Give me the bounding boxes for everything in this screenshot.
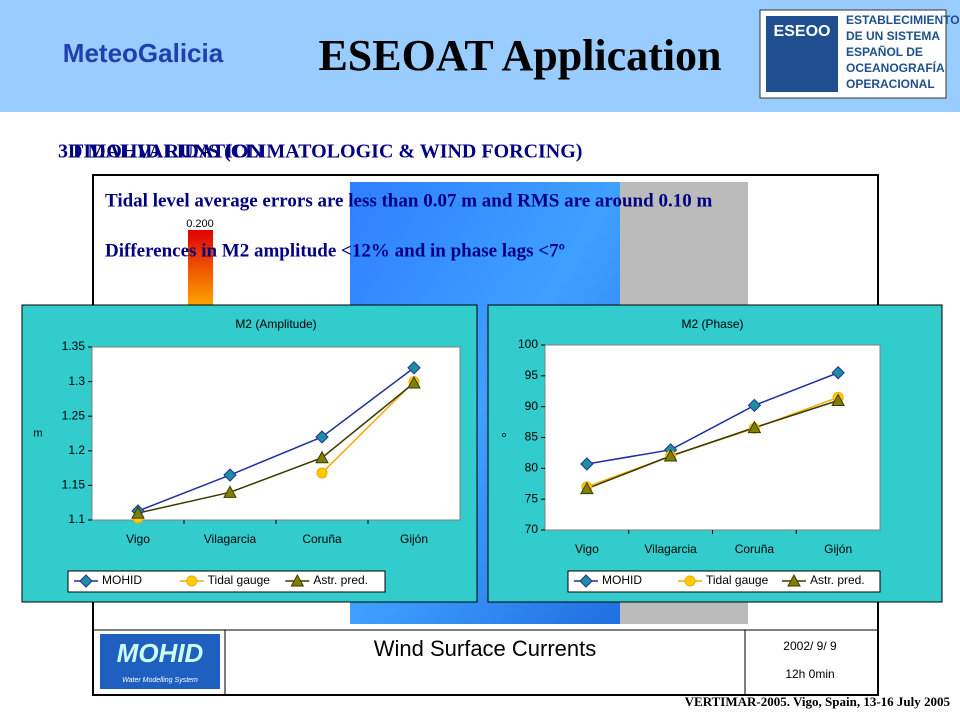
legend-label: Astr. pred.: [313, 573, 368, 587]
x-tick-label: Gijón: [400, 532, 428, 546]
y-tick-label: 1.15: [62, 478, 86, 492]
legend: [67, 570, 386, 593]
logo-right-line: ESTABLECIMIENTO: [846, 13, 960, 27]
y-tick-label: 1.25: [62, 408, 86, 422]
marker: [580, 457, 594, 471]
logo-right-line: ESPAÑOL DE: [846, 44, 923, 59]
map-title: Wind Surface Currents: [374, 636, 597, 661]
marker: [315, 430, 329, 444]
chart: M2 (Amplitude) m 1.1 1.15 1.2 1.25 1.3 1.35 Vigo…: [21, 304, 478, 603]
marker: [290, 573, 305, 587]
marker: [663, 448, 678, 462]
heading: TIDAL VALIDATION: [70, 141, 263, 163]
marker: [684, 575, 696, 587]
legend: [567, 570, 881, 593]
legend-label: Astr. pred.: [810, 573, 865, 587]
marker: [186, 575, 198, 587]
marker: [831, 393, 845, 406]
marker: [407, 375, 421, 389]
marker: [407, 361, 421, 375]
y-tick-label: 1.3: [68, 374, 85, 388]
map-date: 2002/ 9/ 9: [783, 639, 837, 653]
slide-title: ESEOAT Application: [318, 31, 721, 80]
x-tick-label: Coruña: [302, 532, 342, 546]
marker: [580, 481, 594, 495]
series-line: [586, 372, 839, 465]
logo-left: MeteoGalicia: [63, 38, 224, 68]
y-tick-label: 95: [525, 368, 539, 382]
colorbar: [188, 230, 213, 310]
series-line: [586, 399, 839, 490]
y-tick-label: 1.35: [62, 339, 86, 353]
series-line: [321, 381, 415, 474]
marker: [223, 468, 237, 482]
logo-right-line: OPERACIONAL: [846, 77, 935, 91]
note: Tidal level average errors are less than…: [105, 190, 712, 211]
y-tick-label: 100: [518, 337, 538, 351]
y-tick-label: 1.2: [68, 443, 85, 457]
map-logo: MOHID: [117, 638, 204, 668]
marker: [579, 574, 593, 588]
note: Differences in M2 amplitude <12% and in …: [105, 240, 565, 261]
y-tick-label: 85: [525, 430, 539, 444]
x-tick-label: Vigo: [575, 542, 599, 556]
series-line: [137, 382, 415, 514]
map-logo-box: [100, 634, 220, 689]
x-tick-label: Vilagarcia: [204, 532, 257, 546]
marker: [831, 366, 845, 380]
map-scale: 0.200: [186, 218, 214, 230]
logo-right-short: ESEOO: [774, 23, 831, 40]
y-axis-label: º: [502, 431, 506, 443]
logo-right-line: DE UN SISTEMA: [846, 29, 940, 43]
logo-right-mark: [766, 16, 838, 92]
y-tick-label: 70: [525, 522, 539, 536]
legend-label: Tidal gauge: [706, 573, 769, 587]
plot-area: [544, 344, 881, 531]
x-tick-label: Gijón: [824, 542, 852, 556]
x-tick-label: Vilagarcia: [644, 542, 697, 556]
marker: [79, 574, 93, 588]
y-axis-label: m: [33, 427, 42, 439]
chart: M2 (Phase) º 70 75 80 85 90 95 100 Vigo Vilagarcia…: [487, 304, 943, 603]
chart-title: M2 (Phase): [681, 317, 743, 331]
logo-right-line: OCEANOGRAFÍA: [846, 60, 945, 75]
marker: [316, 467, 328, 479]
y-tick-label: 80: [525, 461, 539, 475]
x-tick-label: Coruña: [735, 542, 775, 556]
legend-label: Tidal gauge: [208, 573, 271, 587]
marker: [747, 398, 762, 413]
marker: [747, 420, 762, 434]
marker: [131, 506, 145, 519]
footer: VERTIMAR-2005. Vigo, Spain, 13-16 July 2…: [685, 694, 951, 709]
heading: 3D MOHID RUNS (CLIMATOLOGIC & WIND FORCI…: [58, 141, 582, 163]
y-tick-label: 75: [525, 491, 539, 505]
series-line: [137, 367, 415, 512]
marker: [787, 573, 801, 587]
marker: [315, 450, 329, 464]
chart-title: M2 (Amplitude): [235, 317, 316, 331]
y-tick-label: 90: [525, 399, 539, 413]
map-time: 12h 0min: [785, 667, 834, 681]
y-tick-label: 1.1: [68, 512, 85, 526]
legend-label: MOHID: [102, 573, 142, 587]
marker: [223, 485, 237, 498]
legend-label: MOHID: [602, 573, 642, 587]
plot-area: [91, 346, 461, 521]
map-logo-sub: Water Modelling System: [122, 677, 198, 684]
x-tick-label: Vigo: [126, 532, 150, 546]
